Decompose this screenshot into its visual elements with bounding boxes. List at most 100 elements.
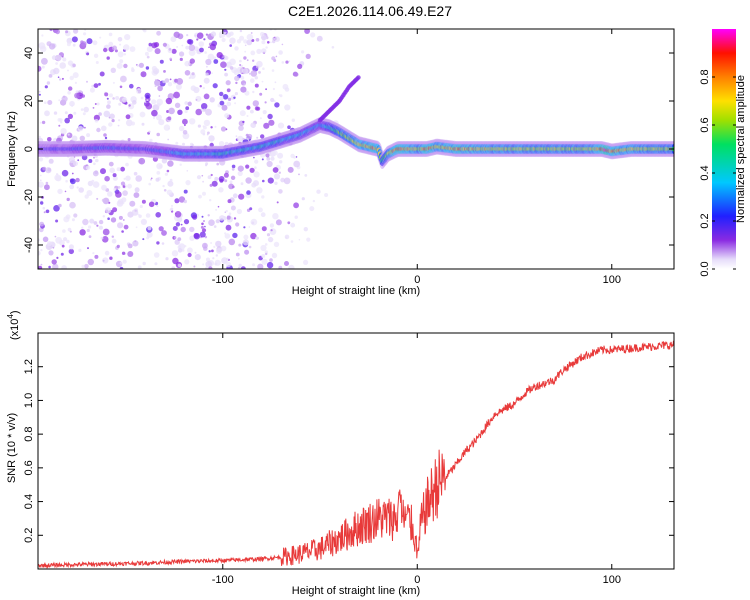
- noise-speckle: [235, 252, 240, 257]
- noise-speckle: [44, 184, 50, 191]
- noise-speckle: [195, 95, 202, 102]
- noise-speckle: [119, 43, 122, 46]
- noise-speckle: [81, 264, 85, 268]
- noise-speckle: [235, 135, 238, 138]
- noise-speckle: [225, 61, 232, 68]
- noise-speckle: [133, 171, 138, 176]
- noise-speckle: [145, 66, 150, 70]
- noise-speckle: [117, 51, 124, 58]
- noise-speckle: [194, 34, 197, 37]
- noise-speckle: [270, 156, 275, 161]
- noise-speckle: [224, 211, 227, 213]
- noise-speckle: [246, 33, 254, 41]
- noise-speckle: [120, 181, 126, 186]
- noise-speckle: [177, 263, 182, 268]
- noise-speckle: [124, 34, 131, 41]
- noise-speckle: [171, 204, 173, 207]
- noise-speckle: [64, 111, 68, 115]
- noise-speckle: [278, 189, 283, 194]
- noise-speckle: [111, 235, 115, 238]
- noise-speckle: [238, 257, 240, 260]
- noise-speckle: [177, 109, 183, 116]
- noise-speckle: [179, 163, 182, 166]
- noise-speckle: [44, 110, 50, 117]
- noise-speckle: [221, 37, 226, 43]
- noise-speckle: [66, 239, 70, 244]
- noise-speckle: [246, 115, 249, 117]
- noise-speckle: [176, 78, 184, 85]
- noise-speckle: [108, 32, 113, 37]
- noise-speckle: [272, 167, 279, 173]
- noise-speckle: [250, 218, 258, 226]
- noise-speckle: [81, 226, 84, 229]
- noise-speckle: [48, 74, 53, 78]
- noise-speckle: [69, 75, 74, 81]
- noise-speckle: [143, 29, 147, 33]
- noise-speckle: [66, 132, 73, 139]
- noise-speckle: [214, 125, 217, 128]
- noise-speckle: [127, 183, 132, 189]
- noise-speckle: [174, 102, 181, 109]
- noise-speckle: [298, 238, 301, 241]
- noise-speckle: [251, 182, 257, 188]
- noise-speckle: [201, 174, 204, 177]
- noise-speckle: [64, 117, 70, 124]
- noise-speckle: [47, 100, 53, 105]
- noise-speckle: [145, 102, 153, 110]
- noise-speckle: [171, 266, 176, 269]
- noise-speckle: [112, 173, 117, 178]
- noise-speckle: [121, 197, 127, 203]
- noise-speckle: [109, 167, 115, 174]
- noise-speckle: [252, 100, 259, 107]
- noise-speckle: [206, 65, 208, 68]
- noise-speckle: [225, 224, 232, 231]
- noise-speckle: [294, 72, 299, 77]
- noise-speckle: [266, 233, 271, 237]
- noise-speckle: [47, 137, 52, 142]
- noise-speckle: [68, 86, 73, 91]
- noise-speckle: [112, 81, 115, 84]
- noise-speckle: [211, 180, 218, 187]
- noise-speckle: [159, 164, 163, 169]
- noise-speckle: [71, 36, 78, 43]
- noise-speckle: [59, 239, 65, 246]
- noise-speckle: [207, 175, 212, 180]
- noise-speckle: [211, 249, 214, 253]
- noise-speckle: [316, 35, 323, 42]
- noise-speckle: [150, 177, 153, 180]
- noise-speckle: [123, 63, 128, 69]
- noise-speckle: [282, 83, 289, 90]
- noise-speckle: [62, 229, 66, 233]
- noise-speckle: [270, 41, 272, 44]
- noise-speckle: [252, 59, 255, 62]
- noise-speckle: [138, 62, 144, 68]
- noise-speckle: [134, 187, 140, 193]
- noise-speckle: [161, 158, 168, 164]
- noise-speckle: [80, 108, 84, 111]
- noise-speckle: [68, 156, 75, 164]
- noise-speckle: [262, 67, 265, 70]
- noise-speckle: [207, 53, 215, 61]
- noise-speckle: [133, 192, 140, 199]
- noise-speckle: [117, 186, 121, 189]
- noise-speckle: [43, 211, 46, 214]
- noise-speckle: [58, 124, 61, 127]
- noise-speckle: [180, 223, 183, 226]
- noise-speckle: [237, 170, 243, 177]
- noise-speckle: [224, 233, 231, 239]
- noise-speckle: [45, 209, 50, 214]
- noise-speckle: [205, 164, 208, 167]
- noise-speckle: [182, 142, 185, 146]
- noise-speckle: [201, 228, 207, 233]
- noise-speckle: [82, 218, 89, 226]
- snr-ylabel: SNR (10 * v/v): [6, 413, 18, 483]
- noise-speckle: [272, 213, 279, 220]
- noise-speckle: [40, 201, 44, 205]
- noise-speckle: [202, 263, 205, 266]
- noise-speckle: [193, 233, 201, 240]
- noise-speckle: [92, 170, 99, 177]
- noise-speckle: [224, 68, 227, 71]
- noise-speckle: [278, 171, 281, 174]
- noise-speckle: [93, 221, 98, 225]
- snr-frame: [37, 332, 675, 570]
